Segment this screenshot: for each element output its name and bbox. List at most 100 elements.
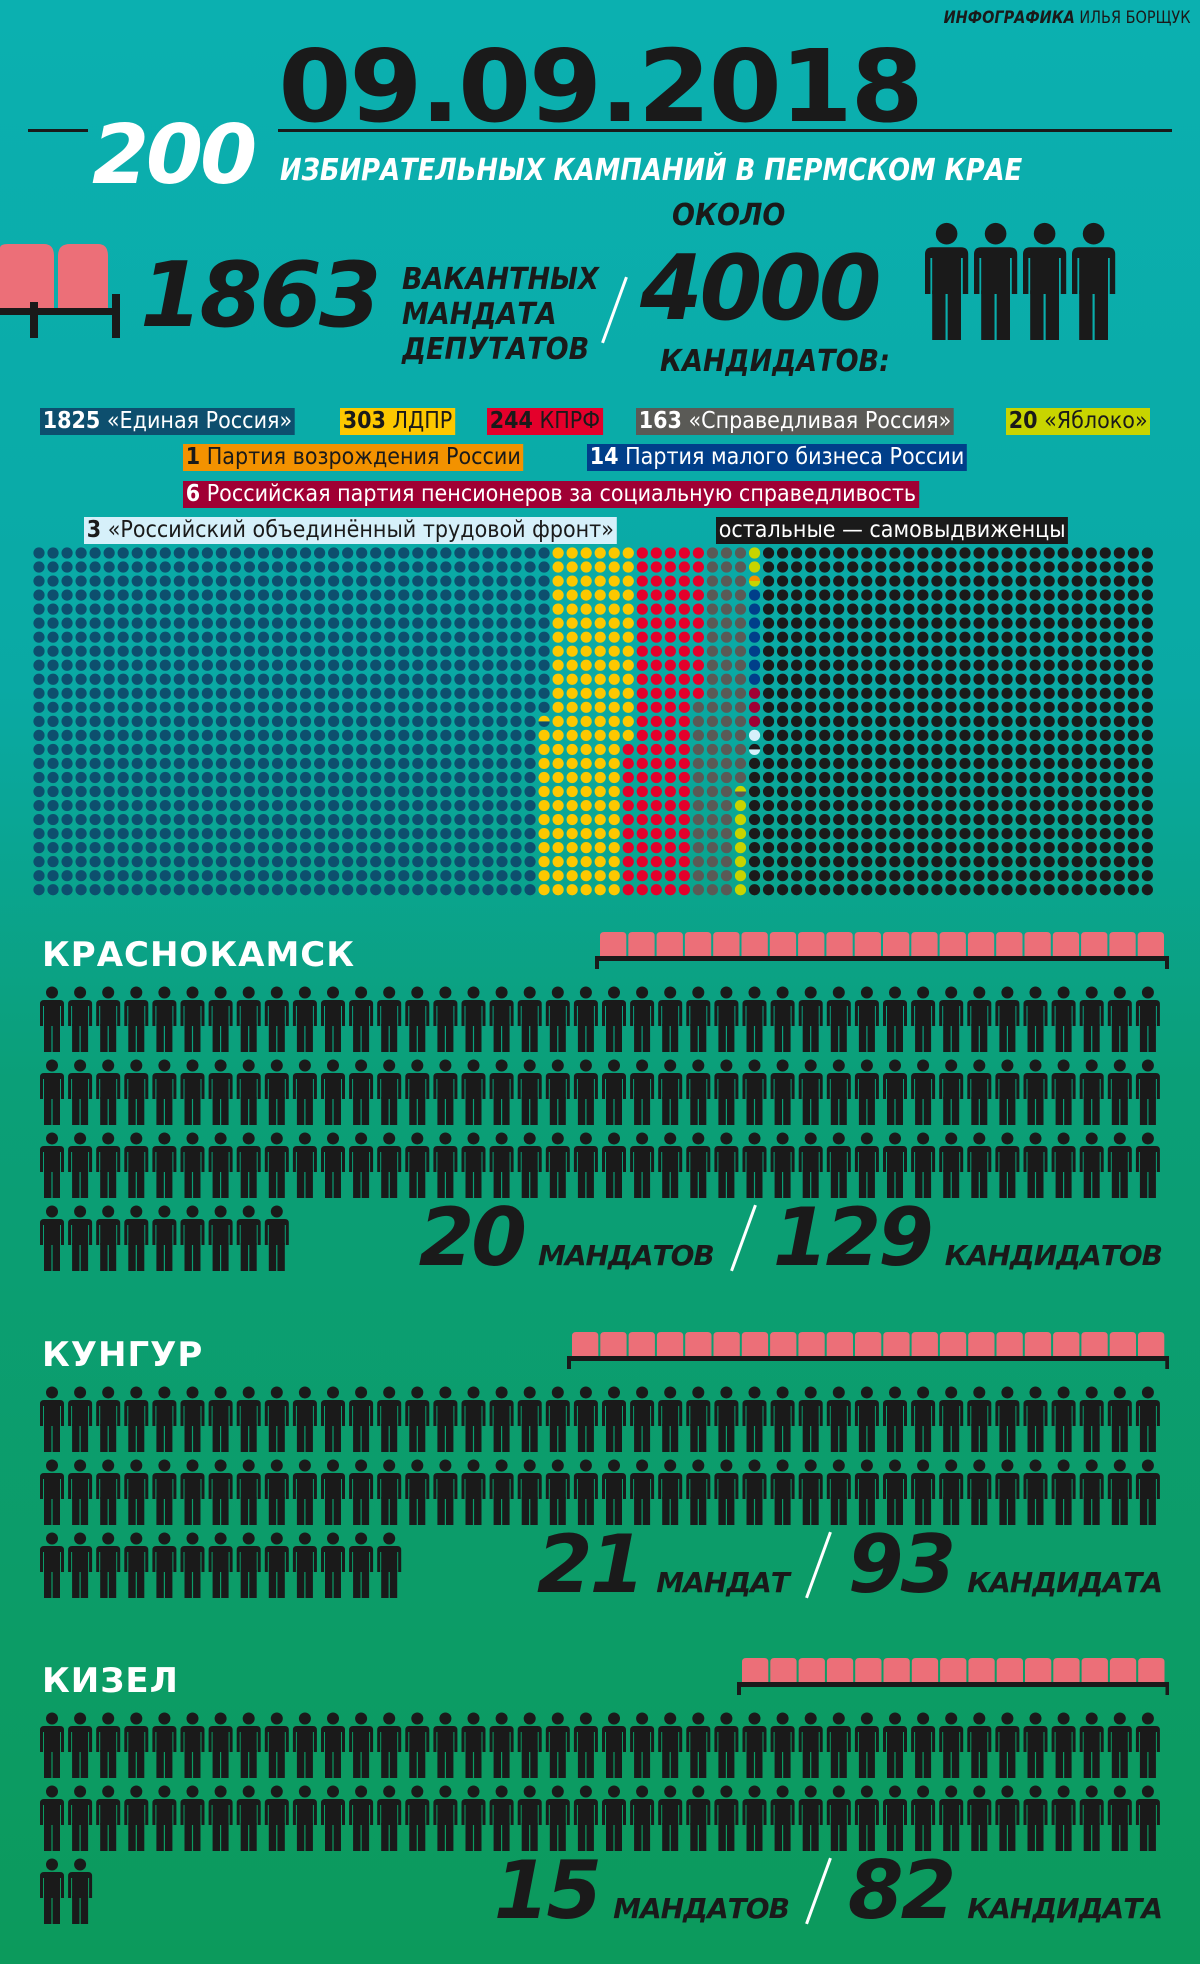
candidate-dot (861, 687, 873, 699)
candidate-dot (342, 799, 354, 812)
candidate-dot (75, 659, 87, 671)
candidate-dot (973, 870, 985, 882)
candidate-dot (496, 575, 508, 587)
candidate-dot (580, 785, 592, 798)
candidate-dot (636, 757, 648, 770)
candidate-dot (748, 631, 761, 643)
candidate-dot (931, 645, 943, 657)
candidate-dot (159, 884, 171, 896)
candidate-dot (931, 589, 943, 601)
person-icon (686, 1132, 711, 1198)
candidate-dot (328, 828, 340, 840)
person-icon (1023, 1712, 1048, 1778)
candidate-dot (229, 575, 242, 587)
candidate-dot (524, 603, 536, 615)
candidate-dot (75, 617, 87, 629)
candidate-dot (931, 799, 943, 812)
candidate-dot (299, 870, 312, 882)
candidate-dot (805, 870, 817, 882)
candidate-dot (257, 828, 270, 840)
person-icon (1023, 986, 1048, 1052)
candidate-dot (622, 799, 634, 812)
candidate-dot (678, 870, 690, 882)
candidate-dot (524, 575, 536, 587)
candidate-dot (875, 884, 887, 896)
candidate-dot (1029, 617, 1041, 629)
candidate-dot (1113, 856, 1125, 868)
candidate-dot-half (538, 721, 550, 727)
candidate-dot (987, 856, 999, 868)
person-icon (461, 1712, 486, 1778)
candidate-dot (285, 743, 298, 756)
candidate-dot (61, 575, 73, 587)
candidate-dot (608, 785, 620, 798)
candidate-dot (734, 771, 747, 784)
candidate-dot (299, 771, 312, 784)
candidate-dot (776, 645, 789, 657)
person-icon (292, 1712, 317, 1778)
candidate-dot (1043, 617, 1055, 629)
candidate-dot (159, 645, 171, 657)
candidate-dot (299, 884, 312, 896)
person-icon (939, 1712, 964, 1778)
candidate-dot (552, 659, 564, 671)
candidate-dot (271, 771, 284, 784)
candidate-dot (720, 701, 733, 713)
candidate-dot (412, 589, 424, 601)
person-icon (602, 1459, 626, 1525)
candidate-dot (243, 743, 256, 756)
candidate-dot (1071, 673, 1083, 685)
candidate-dot (328, 687, 340, 699)
candidate-dot (47, 617, 59, 629)
candidate-dot (776, 828, 789, 840)
candidate-dot (959, 645, 971, 657)
candidate-dot (342, 589, 354, 601)
person-icon (124, 1059, 149, 1125)
candidate-dot (720, 828, 733, 840)
candidate-dot (103, 701, 115, 713)
candidate-dot (496, 828, 508, 840)
candidate-dot (47, 687, 59, 699)
candidate-dot (299, 645, 312, 657)
person-icon (995, 1712, 1020, 1778)
candidate-dot (650, 799, 662, 812)
person-icon (68, 1386, 93, 1452)
candidate-dot (973, 842, 985, 854)
candidate-dot (314, 715, 326, 727)
candidate-dot (706, 547, 719, 559)
candidate-dot (917, 757, 929, 770)
candidate-dot (889, 715, 901, 727)
candidate-dot (356, 575, 368, 587)
candidate-dot (776, 743, 789, 756)
candidate-dot (917, 617, 929, 629)
candidate-dot (145, 673, 157, 685)
candidate-dot (875, 547, 887, 559)
candidate-dot (945, 757, 957, 770)
candidate-dot (931, 547, 943, 559)
candidate-dot (875, 645, 887, 657)
candidate-dot (734, 757, 747, 770)
person-icon (124, 986, 149, 1052)
candidate-dot (342, 547, 354, 559)
candidate-dot (257, 856, 270, 868)
seat-icon (684, 1332, 712, 1356)
candidate-dot (159, 575, 171, 587)
candidate-dot (61, 813, 73, 826)
candidate-dot (1001, 701, 1013, 713)
candidate-dot (61, 785, 73, 798)
candidate-dot (931, 617, 943, 629)
candidate-dot (145, 870, 157, 882)
candidate-dot (384, 856, 396, 868)
candidate-dot (847, 631, 859, 643)
candidate-dot (117, 729, 129, 741)
candidate-dot (201, 743, 213, 756)
candidate-dot (468, 828, 480, 840)
candidate-dot (987, 757, 999, 770)
candidate-dot (706, 561, 719, 573)
candidate-dot (1127, 856, 1139, 868)
candidate-dot (861, 603, 873, 615)
person-icon (96, 986, 121, 1052)
seat-icon (967, 1658, 995, 1682)
candidate-dot (608, 687, 620, 699)
candidate-dot (159, 771, 171, 784)
